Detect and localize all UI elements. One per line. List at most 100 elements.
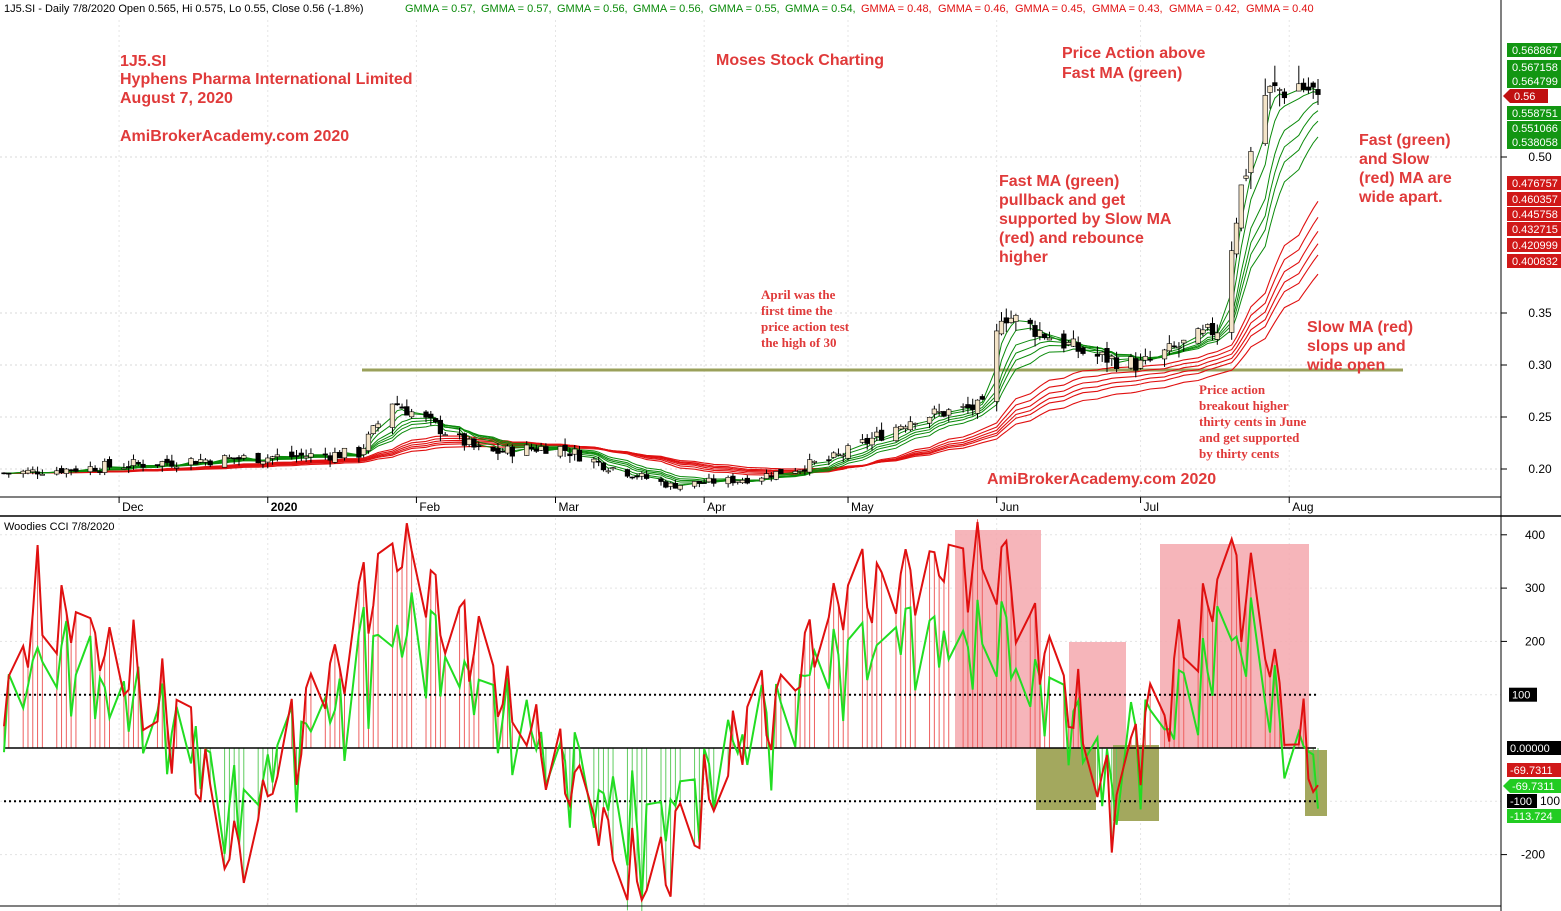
candle-body bbox=[979, 396, 985, 400]
cci-tick-label: 400 bbox=[1525, 528, 1545, 542]
candle-body bbox=[68, 469, 74, 472]
candle-body bbox=[658, 478, 664, 482]
candle-body bbox=[135, 462, 141, 464]
candle-body bbox=[1238, 184, 1244, 229]
fast-ma-line bbox=[4, 136, 1319, 481]
candle-body bbox=[639, 473, 645, 477]
candle-body bbox=[596, 460, 602, 463]
candle-body bbox=[1008, 317, 1014, 323]
candle-body bbox=[1109, 355, 1115, 359]
candle-body bbox=[1233, 222, 1240, 255]
candle-body bbox=[404, 406, 410, 416]
candle-body bbox=[361, 448, 367, 456]
candle-body bbox=[926, 416, 933, 424]
candle-body bbox=[960, 406, 966, 408]
candle-body bbox=[634, 475, 640, 478]
candle-body bbox=[624, 469, 631, 477]
candle-body bbox=[126, 466, 132, 468]
candle-body bbox=[39, 473, 45, 476]
candle-body bbox=[874, 431, 880, 437]
candle-body bbox=[121, 467, 127, 470]
candle-body bbox=[663, 481, 669, 488]
candle-body bbox=[159, 461, 165, 467]
candle-body bbox=[73, 468, 79, 472]
candle-body bbox=[130, 459, 137, 466]
candle-body bbox=[1046, 337, 1053, 341]
candle-body bbox=[591, 458, 597, 463]
gmma-slow-value: GMMA = 0.42, bbox=[1169, 3, 1240, 15]
candle-body bbox=[797, 469, 803, 472]
candle-body bbox=[1176, 346, 1182, 349]
candle-body bbox=[576, 449, 583, 462]
ann-april-1: April was the bbox=[761, 287, 836, 302]
candle-body bbox=[504, 445, 511, 454]
candle-body bbox=[370, 425, 376, 434]
ann-slow-3: wide open bbox=[1306, 357, 1385, 374]
candle-body bbox=[308, 453, 314, 458]
candle-body bbox=[691, 481, 698, 487]
red-ma-tag bbox=[1507, 176, 1561, 190]
ann-april-3: price action test bbox=[761, 319, 850, 334]
cci-green-tag bbox=[1503, 779, 1561, 793]
candle-body bbox=[34, 471, 41, 475]
red-ma-tag bbox=[1507, 254, 1561, 268]
ann-april-2: first time the bbox=[761, 303, 833, 318]
gmma-fast-value: GMMA = 0.56, bbox=[557, 3, 628, 15]
green-ma-tag-text: 0.538058 bbox=[1512, 137, 1558, 149]
ann-pa-above-2: Fast MA (green) bbox=[1062, 65, 1182, 82]
price-grid bbox=[0, 20, 1501, 497]
candle-body bbox=[423, 411, 429, 418]
gmma-fast-value: GMMA = 0.55, bbox=[709, 3, 780, 15]
candle-body bbox=[456, 433, 463, 436]
slow-ma-line bbox=[4, 216, 1319, 475]
candle-body bbox=[471, 438, 477, 448]
candle-body bbox=[154, 464, 161, 466]
candle-body bbox=[711, 478, 717, 484]
candle-body bbox=[269, 456, 276, 459]
candle-body bbox=[394, 403, 400, 406]
candle-body bbox=[567, 453, 573, 457]
candle-body bbox=[365, 433, 372, 451]
cci-histogram bbox=[3, 519, 1319, 911]
candle-body bbox=[878, 429, 885, 441]
candle-body bbox=[572, 448, 578, 455]
candle-body bbox=[826, 459, 832, 461]
candle-body bbox=[327, 455, 333, 461]
gmma-slow-value: GMMA = 0.40 bbox=[1246, 3, 1314, 15]
candle-body bbox=[221, 455, 228, 468]
candle-body bbox=[845, 445, 851, 459]
candle-body bbox=[543, 446, 549, 454]
candle-body bbox=[25, 469, 31, 474]
ann-slow-1: Slow MA (red) bbox=[1307, 319, 1413, 336]
cci-100-tag bbox=[1509, 687, 1537, 702]
candle-body bbox=[202, 459, 209, 463]
green-ma-tag bbox=[1507, 121, 1561, 135]
candle-body bbox=[1200, 329, 1206, 334]
candle-body bbox=[1137, 359, 1144, 369]
candle-body bbox=[941, 411, 947, 417]
candle-body bbox=[97, 471, 103, 473]
candle-body bbox=[337, 451, 343, 459]
candle-body bbox=[6, 472, 12, 475]
y-tick-label: 0.30 bbox=[1528, 358, 1552, 372]
candle-body bbox=[303, 456, 309, 459]
candle-body bbox=[1027, 319, 1033, 324]
ann-fs-4: wide apart. bbox=[1358, 189, 1443, 206]
candle-body bbox=[735, 480, 741, 483]
green-ma-tag-text: 0.551066 bbox=[1512, 123, 1558, 135]
candle-body bbox=[193, 461, 199, 465]
candle-body bbox=[936, 411, 942, 413]
candle-body bbox=[102, 461, 108, 473]
candle-body bbox=[1104, 348, 1110, 363]
candle-body bbox=[807, 459, 813, 473]
candle-body bbox=[759, 477, 765, 482]
gmma-fast-value: GMMA = 0.56, bbox=[633, 3, 704, 15]
candle-body bbox=[869, 437, 875, 446]
candle-body bbox=[600, 462, 607, 471]
candle-body bbox=[207, 460, 213, 466]
x-label: Jun bbox=[1000, 500, 1019, 514]
cci-tick-label: 300 bbox=[1525, 581, 1545, 595]
candle-body bbox=[835, 453, 842, 456]
ann-moses: Moses Stock Charting bbox=[716, 52, 884, 69]
price-y-ticks: 0.20 0.25 0.30 0.35 0.50 bbox=[1501, 150, 1552, 476]
